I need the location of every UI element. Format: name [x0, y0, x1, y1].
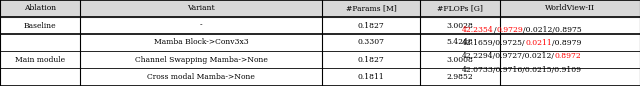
Text: 42.2354: 42.2354 — [462, 26, 493, 34]
Text: 0.1811: 0.1811 — [358, 73, 385, 81]
Text: 3.0028: 3.0028 — [447, 22, 474, 29]
Text: 2.9852: 2.9852 — [447, 73, 474, 81]
Text: #FLOPs [G]: #FLOPs [G] — [437, 4, 483, 12]
Text: Mamba Block->Conv3x3: Mamba Block->Conv3x3 — [154, 39, 248, 47]
Text: /0.0212/0.8975: /0.0212/0.8975 — [523, 26, 582, 34]
Text: /0.8979: /0.8979 — [552, 39, 582, 47]
Text: 0.1827: 0.1827 — [358, 22, 385, 29]
Text: Ablation: Ablation — [24, 4, 56, 12]
Text: 3.0008: 3.0008 — [447, 55, 474, 63]
Text: Variant: Variant — [187, 4, 215, 12]
Text: Main module: Main module — [15, 56, 65, 64]
Text: 0.9729: 0.9729 — [496, 26, 523, 34]
Text: -: - — [200, 22, 202, 29]
Text: 0.1827: 0.1827 — [358, 55, 385, 63]
Text: /: / — [493, 26, 496, 34]
Text: #Params [M]: #Params [M] — [346, 4, 396, 12]
Text: 0.3307: 0.3307 — [358, 39, 385, 47]
Text: 42.2294/0.9727/0.0212/: 42.2294/0.9727/0.0212/ — [462, 52, 555, 60]
Text: Baseline: Baseline — [24, 22, 56, 29]
Text: Channel Swapping Mamba->None: Channel Swapping Mamba->None — [134, 55, 268, 63]
Text: 0.8972: 0.8972 — [555, 52, 582, 60]
Text: 42.1659/0.9725/: 42.1659/0.9725/ — [462, 39, 525, 47]
Text: Cross modal Mamba->None: Cross modal Mamba->None — [147, 73, 255, 81]
Text: WorldView-II: WorldView-II — [545, 4, 595, 12]
Text: 0.0211: 0.0211 — [525, 39, 552, 47]
Text: 42.0733/0.9716/0.0215/0.9109: 42.0733/0.9716/0.0215/0.9109 — [461, 66, 582, 74]
Text: 5.4248: 5.4248 — [447, 39, 474, 47]
